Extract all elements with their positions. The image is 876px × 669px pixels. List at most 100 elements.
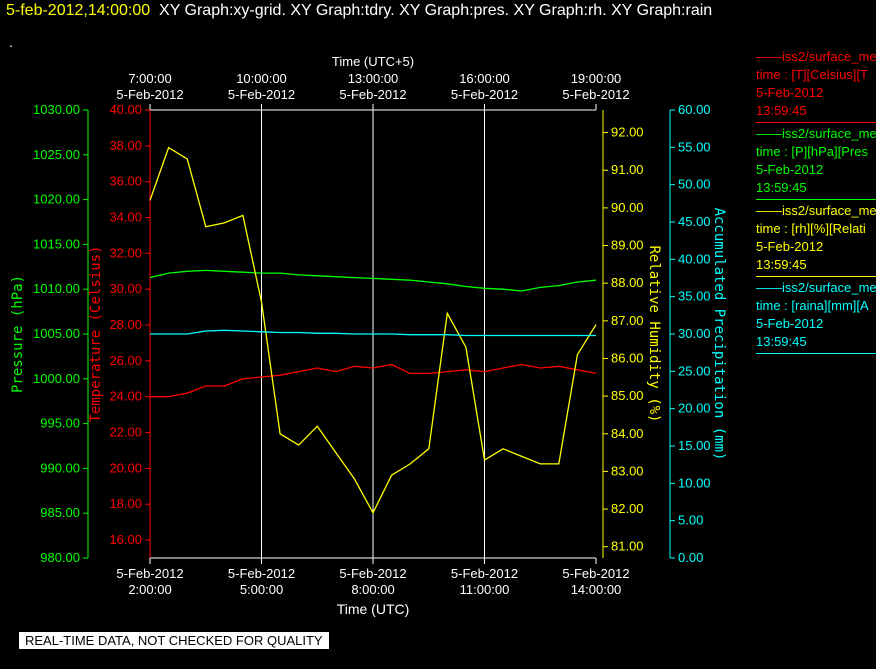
x-axis-label-bottom: Time (UTC) xyxy=(337,601,410,617)
x-tick-date: 5-Feb-2012 xyxy=(562,566,629,581)
x-axis-label-top: Time (UTC+5) xyxy=(332,54,414,69)
y-tick-label-pres: 1025.00 xyxy=(33,147,80,162)
series-line-pres xyxy=(149,269,597,292)
y-axis-label-rh: Relative Humidity (%) xyxy=(646,245,662,422)
x-tick-date: 5-Feb-2012 xyxy=(451,566,518,581)
quality-banner: REAL-TIME DATA, NOT CHECKED FOR QUALITY xyxy=(19,632,329,649)
y-tick-label-rain: 50.00 xyxy=(678,177,711,192)
y-tick-label-rain: 45.00 xyxy=(678,214,711,229)
y-tick-label-rh: 83.00 xyxy=(611,463,644,478)
legend-variable: time : [raina][mm][A xyxy=(756,298,869,313)
legend-entry-temp: ——iss2/surface_me time : [T][Celsius][T … xyxy=(756,48,876,123)
y-tick-label-temp: 18.00 xyxy=(109,496,142,511)
y-tick-label-rh: 85.00 xyxy=(611,388,644,403)
y-tick-label-rain: 20.00 xyxy=(678,401,711,416)
legend-time: 13:59:45 xyxy=(756,257,807,272)
legend-variable: time : [T][Celsius][T xyxy=(756,67,868,82)
y-tick-label-pres: 1010.00 xyxy=(33,281,80,296)
y-tick-label-temp: 22.00 xyxy=(109,425,142,440)
y-tick-label-rain: 25.00 xyxy=(678,363,711,378)
x-top-tick-date: 5-Feb-2012 xyxy=(339,87,406,102)
y-tick-label-rain: 10.00 xyxy=(678,475,711,490)
x-tick-time: 5:00:00 xyxy=(240,582,283,597)
legend-time: 13:59:45 xyxy=(756,180,807,195)
legend: ——iss2/surface_me time : [T][Celsius][T … xyxy=(756,48,876,356)
y-axis-label-temp: Temperature (Celsius) xyxy=(88,245,104,422)
x-top-tick-time: 19:00:00 xyxy=(571,71,622,86)
y-tick-label-temp: 16.00 xyxy=(109,532,142,547)
y-tick-label-rain: 30.00 xyxy=(678,326,711,341)
series-line-rain xyxy=(150,329,596,337)
y-tick-label-pres: 1020.00 xyxy=(33,192,80,207)
x-tick-time: 8:00:00 xyxy=(351,582,394,597)
x-top-tick-date: 5-Feb-2012 xyxy=(228,87,295,102)
y-tick-label-rh: 86.00 xyxy=(611,350,644,365)
x-top-tick-time: 13:00:00 xyxy=(348,71,399,86)
x-tick-time: 11:00:00 xyxy=(460,582,510,597)
y-tick-label-rh: 91.00 xyxy=(611,162,644,177)
header-dot: . xyxy=(9,34,13,50)
legend-date: 5-Feb-2012 xyxy=(756,162,824,177)
y-tick-label-rain: 55.00 xyxy=(678,139,711,154)
y-tick-label-temp: 34.00 xyxy=(109,210,142,225)
header-timestamp: 5-feb-2012,14:00:00 xyxy=(6,2,151,19)
y-tick-label-pres: 1015.00 xyxy=(33,236,80,251)
y-tick-label-rh: 82.00 xyxy=(611,501,644,516)
y-tick-label-rain: 60.00 xyxy=(678,102,711,117)
y-tick-label-rain: 5.00 xyxy=(678,513,703,528)
x-top-tick-date: 5-Feb-2012 xyxy=(562,87,629,102)
x-tick-time: 2:00:00 xyxy=(128,582,171,597)
y-tick-label-temp: 28.00 xyxy=(109,317,142,332)
y-tick-label-rh: 84.00 xyxy=(611,426,644,441)
y-tick-label-rh: 87.00 xyxy=(611,313,644,328)
legend-date: 5-Feb-2012 xyxy=(756,316,824,331)
x-tick-time: 14:00:00 xyxy=(571,582,622,597)
header-graphs: XY Graph:xy-grid. XY Graph:tdry. XY Grap… xyxy=(159,2,713,19)
y-tick-label-rain: 0.00 xyxy=(678,550,703,565)
x-top-tick-time: 10:00:00 xyxy=(236,71,287,86)
x-tick-date: 5-Feb-2012 xyxy=(228,566,295,581)
legend-date: 5-Feb-2012 xyxy=(756,85,824,100)
graph-header: 5-feb-2012,14:00:00 XY Graph:xy-grid. XY… xyxy=(6,2,712,20)
y-tick-label-temp: 24.00 xyxy=(109,389,142,404)
legend-entry-rh: ——iss2/surface_me time : [rh][%][Relati … xyxy=(756,202,876,277)
y-axis-label-pres: Pressure (hPa) xyxy=(10,275,26,393)
y-axis-label-rain: Accumulated Precipitation (mm) xyxy=(711,208,727,461)
x-top-tick-time: 7:00:00 xyxy=(128,71,171,86)
y-tick-label-temp: 40.00 xyxy=(109,102,142,117)
legend-source: ——iss2/surface_me xyxy=(756,49,876,64)
legend-date: 5-Feb-2012 xyxy=(756,239,824,254)
legend-entry-rain: ——iss2/surface_me time : [raina][mm][A 5… xyxy=(756,279,876,354)
legend-variable: time : [P][hPa][Pres xyxy=(756,144,868,159)
legend-time: 13:59:45 xyxy=(756,103,807,118)
y-tick-label-pres: 1000.00 xyxy=(33,371,80,386)
x-tick-date: 5-Feb-2012 xyxy=(116,566,183,581)
y-tick-label-rh: 89.00 xyxy=(611,238,644,253)
legend-source: ——iss2/surface_me xyxy=(756,126,876,141)
x-tick-date: 5-Feb-2012 xyxy=(339,566,406,581)
y-tick-label-rain: 35.00 xyxy=(678,289,711,304)
legend-source: ——iss2/surface_me xyxy=(756,280,876,295)
y-tick-label-rh: 88.00 xyxy=(611,275,644,290)
y-tick-label-pres: 1030.00 xyxy=(33,102,80,117)
series-line-rh xyxy=(149,146,597,515)
legend-variable: time : [rh][%][Relati xyxy=(756,221,866,236)
y-tick-label-pres: 1005.00 xyxy=(33,326,80,341)
y-tick-label-rain: 40.00 xyxy=(678,251,711,266)
y-tick-label-temp: 32.00 xyxy=(109,245,142,260)
y-tick-label-rh: 90.00 xyxy=(611,200,644,215)
y-tick-label-temp: 26.00 xyxy=(109,353,142,368)
y-tick-label-rh: 81.00 xyxy=(611,539,644,554)
legend-entry-pres: ——iss2/surface_me time : [P][hPa][Pres 5… xyxy=(756,125,876,200)
y-tick-label-pres: 995.00 xyxy=(40,416,80,431)
x-top-tick-time: 16:00:00 xyxy=(459,71,510,86)
y-tick-label-temp: 38.00 xyxy=(109,138,142,153)
y-tick-label-temp: 36.00 xyxy=(109,174,142,189)
y-tick-label-pres: 985.00 xyxy=(40,505,80,520)
y-tick-label-rain: 15.00 xyxy=(678,438,711,453)
legend-source: ——iss2/surface_me xyxy=(756,203,876,218)
y-tick-label-pres: 980.00 xyxy=(40,550,80,565)
legend-time: 13:59:45 xyxy=(756,334,807,349)
x-top-tick-date: 5-Feb-2012 xyxy=(451,87,518,102)
